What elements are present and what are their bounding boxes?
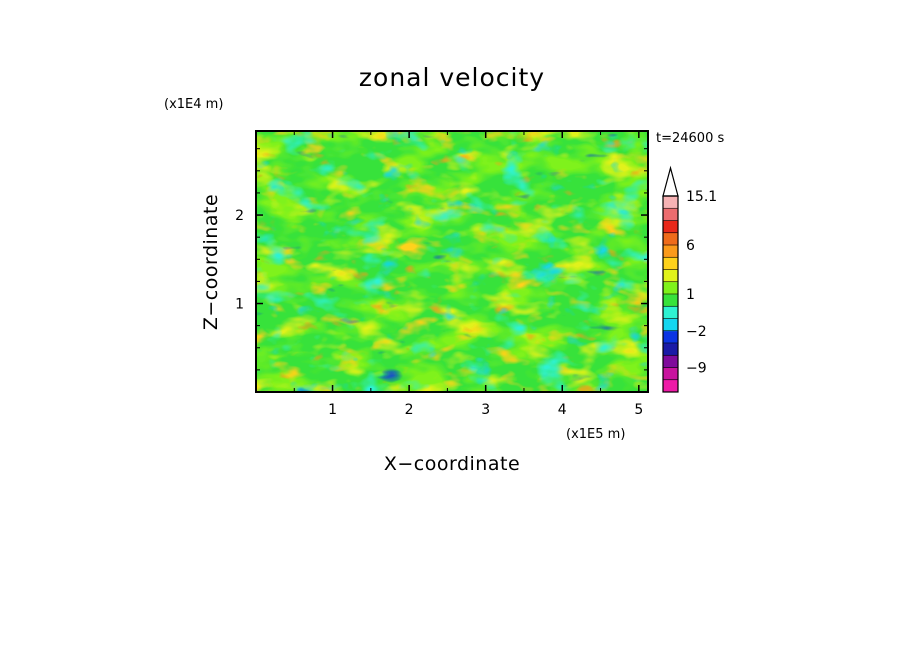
- colorbar-band: [663, 220, 678, 234]
- chart-title: zonal velocity: [359, 63, 545, 92]
- colorbar-band: [663, 196, 678, 209]
- colorbar-band: [663, 257, 678, 270]
- x-scale-label: (x1E5 m): [566, 427, 625, 442]
- colorbar-band: [663, 294, 678, 307]
- colorbar-extend-triangle: [662, 165, 679, 197]
- colorbar-band: [663, 379, 678, 393]
- x-tick-label: 2: [405, 402, 414, 418]
- colorbar-band: [663, 269, 678, 283]
- colorbar: 15.1 6 1 −2 −9: [662, 165, 717, 393]
- colorbar-band: [663, 318, 678, 332]
- y-axis-label: Z−coordinate: [200, 194, 222, 330]
- y-axis: 12: [235, 148, 648, 371]
- colorbar-label: 6: [686, 238, 695, 254]
- colorbar-band: [663, 245, 678, 258]
- colorbar-band: [663, 232, 678, 246]
- colorbar-label: 15.1: [686, 189, 717, 205]
- y-tick-label: 1: [235, 297, 244, 313]
- colorbar-label: −2: [686, 324, 707, 340]
- colorbar-band: [663, 343, 678, 356]
- y-tick-label: 2: [235, 208, 244, 224]
- field-layer-8: [256, 131, 648, 392]
- colorbar-band: [663, 330, 678, 344]
- x-tick-label: 5: [634, 402, 643, 418]
- time-label: t=24600 s: [656, 131, 724, 146]
- colorbar-band: [663, 367, 678, 381]
- x-tick-label: 1: [328, 402, 337, 418]
- colorbar-band: [663, 208, 678, 221]
- colorbar-label: −9: [686, 361, 707, 377]
- x-tick-label: 3: [481, 402, 490, 418]
- x-tick-label: 4: [558, 402, 567, 418]
- colorbar-band: [663, 355, 678, 368]
- colorbar-label: 1: [686, 287, 695, 303]
- x-axis-label: X−coordinate: [384, 453, 520, 475]
- colorbar-band: [663, 306, 678, 319]
- heatmap-field: [256, 131, 648, 392]
- plot-frame: [255, 130, 649, 393]
- y-scale-label: (x1E4 m): [164, 97, 223, 112]
- x-axis: 1 2 3 4 5: [293, 131, 643, 418]
- colorbar-band: [663, 281, 678, 295]
